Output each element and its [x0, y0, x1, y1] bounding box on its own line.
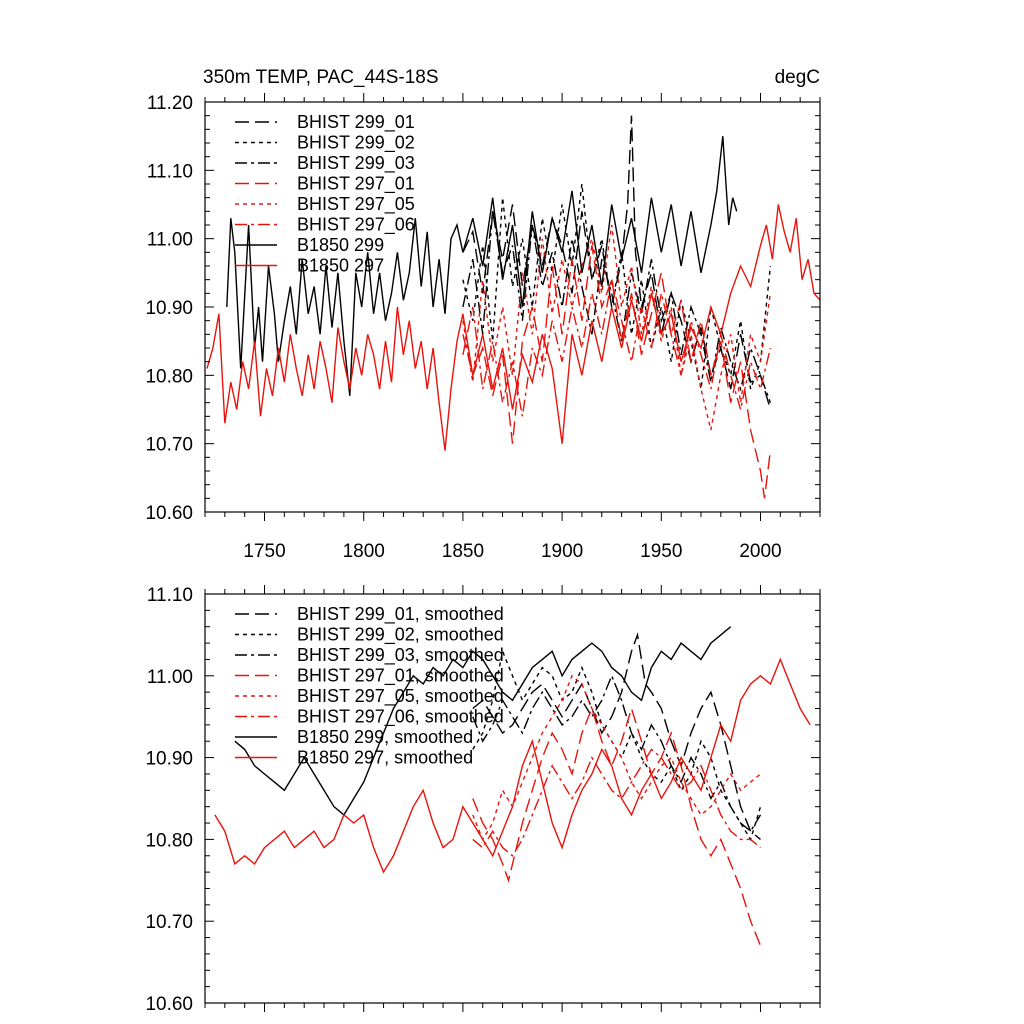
legend-label-5: BHIST 297_06, smoothed	[297, 707, 504, 728]
legend-label-1: BHIST 299_02, smoothed	[297, 625, 504, 646]
series-line-5	[473, 749, 761, 855]
x-tick-label: 1800	[343, 541, 385, 562]
y-tick-label: 11.10	[147, 161, 193, 182]
y-tick-label: 10.80	[145, 366, 193, 387]
legend-label-5: BHIST 297_06	[297, 215, 415, 236]
legend-label-2: BHIST 299_03	[297, 153, 415, 174]
y-tick-label: 11.10	[147, 585, 193, 606]
legend-label-1: BHIST 299_02	[297, 133, 415, 154]
y-tick-label: 11.00	[147, 667, 193, 688]
y-tick-label: 10.60	[145, 503, 193, 524]
series-line-3	[473, 709, 761, 946]
x-tick-label: 1850	[442, 541, 484, 562]
y-tick-label: 10.70	[145, 912, 193, 933]
top-panel: 350m TEMP, PAC_44S-18S degC 10.60 10.70 10…	[145, 67, 820, 562]
top-panel-units: degC	[775, 67, 820, 88]
legend-label-0: BHIST 299_01	[297, 112, 415, 133]
y-tick-label: 10.60	[145, 994, 193, 1015]
top-panel-title: 350m TEMP, PAC_44S-18S	[203, 67, 439, 88]
legend-label-6: B1850 299, smoothed	[297, 727, 473, 747]
legend-label-4: BHIST 297_05, smoothed	[297, 686, 504, 707]
x-tick-label: 1750	[243, 541, 285, 562]
y-tick-label: 11.00	[147, 230, 193, 251]
legend-label-3: BHIST 297_01, smoothed	[297, 666, 504, 687]
x-tick-label: 1900	[541, 541, 583, 562]
y-tick-label: 10.90	[145, 749, 193, 770]
y-tick-label: 10.90	[145, 298, 193, 319]
legend-label-4: BHIST 297_05	[297, 194, 415, 215]
series-line-4	[473, 676, 761, 840]
figure: 350m TEMP, PAC_44S-18S degC 10.6010.7010…	[0, 0, 1024, 1024]
legend-label-3: BHIST 297_01	[297, 174, 415, 195]
x-tick-label: 2000	[739, 541, 781, 562]
legend-label-0: BHIST 299_01, smoothed	[297, 604, 504, 625]
legend-label-6: B1850 299	[297, 235, 384, 255]
y-tick-label: 10.70	[145, 435, 193, 456]
y-tick-label: 10.80	[145, 830, 193, 851]
legend-label-7: B1850 297	[297, 256, 384, 276]
y-tick-label: 11.20	[147, 93, 193, 114]
series-line-1	[473, 651, 761, 839]
bottom-panel: 10.60 10.70 10.80 10.90 11.00 11.10 BHIST 299…	[145, 585, 820, 1015]
legend-label-7: B1850 297, smoothed	[297, 748, 473, 768]
x-tick-label: 1950	[640, 541, 682, 562]
legend-label-2: BHIST 299_03, smoothed	[297, 645, 504, 666]
